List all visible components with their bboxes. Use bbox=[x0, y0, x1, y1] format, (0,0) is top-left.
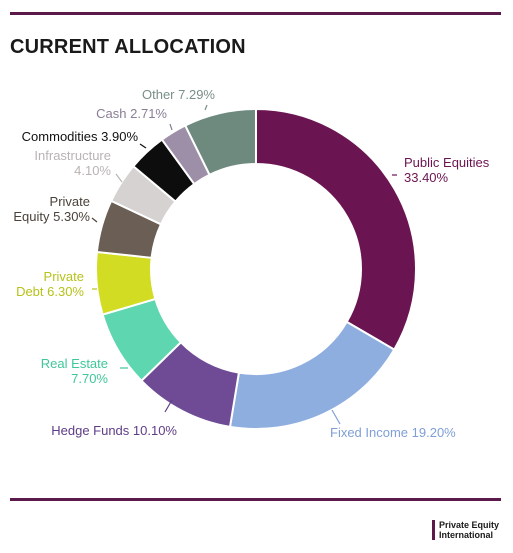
brand-line-1: Private Equity bbox=[439, 520, 500, 530]
label-private-equity: Private Equity 5.30% bbox=[13, 194, 90, 224]
leader-line-other bbox=[204, 104, 208, 111]
leader-line-commodities bbox=[139, 143, 147, 149]
label-line-infrastructure: Infrastructure bbox=[34, 148, 111, 163]
label-line-hedge-funds: Hedge Funds 10.10% bbox=[51, 423, 177, 438]
chart-title: CURRENT ALLOCATION bbox=[10, 36, 246, 58]
leader-line-private-equity bbox=[91, 217, 98, 223]
label-line-commodities: Commodities 3.90% bbox=[22, 129, 139, 144]
label-line-other: Other 7.29% bbox=[142, 87, 215, 102]
label-line-private-debt: Private bbox=[44, 269, 84, 284]
label-line-private-equity: Equity 5.30% bbox=[13, 209, 90, 224]
label-hedge-funds: Hedge Funds 10.10% bbox=[51, 423, 177, 438]
slice-fixed-income bbox=[228, 320, 396, 430]
leader-line-infrastructure bbox=[115, 173, 123, 183]
brand-logo: Private Equity International bbox=[432, 520, 499, 540]
slice-public-equities bbox=[255, 107, 418, 351]
donut-chart: Public Equities 33.40% Fixed Income 19.20%… bbox=[13, 87, 490, 440]
label-line-private-debt: Debt 6.30% bbox=[16, 284, 84, 299]
bottom-rule bbox=[10, 498, 501, 501]
label-line-real-estate: 7.70% bbox=[71, 371, 108, 386]
label-public-equities: Public Equities 33.40% bbox=[404, 155, 490, 185]
label-private-debt: Private Debt 6.30% bbox=[16, 269, 84, 299]
top-rule bbox=[10, 12, 501, 15]
label-line-public-equities: 33.40% bbox=[404, 170, 449, 185]
label-line-fixed-income: Fixed Income 19.20% bbox=[330, 425, 456, 440]
label-line-infrastructure: 4.10% bbox=[74, 163, 111, 178]
brand-accent-bar bbox=[432, 520, 435, 540]
label-line-private-equity: Private bbox=[50, 194, 90, 209]
label-fixed-income: Fixed Income 19.20% bbox=[330, 425, 456, 440]
label-commodities: Commodities 3.90% bbox=[22, 129, 139, 144]
brand-line-2: International bbox=[439, 530, 494, 540]
leader-line-cash bbox=[169, 123, 173, 131]
label-other: Other 7.29% bbox=[142, 87, 215, 102]
label-infrastructure: Infrastructure 4.10% bbox=[34, 148, 111, 178]
label-line-real-estate: Real Estate bbox=[41, 356, 108, 371]
leader-line-fixed-income bbox=[331, 409, 341, 425]
leader-line-hedge-funds bbox=[164, 399, 173, 413]
label-line-cash: Cash 2.71% bbox=[96, 106, 167, 121]
label-real-estate: Real Estate 7.70% bbox=[41, 356, 109, 386]
label-line-public-equities: Public Equities bbox=[404, 155, 490, 170]
slice-other bbox=[183, 107, 257, 177]
label-cash: Cash 2.71% bbox=[96, 106, 167, 121]
